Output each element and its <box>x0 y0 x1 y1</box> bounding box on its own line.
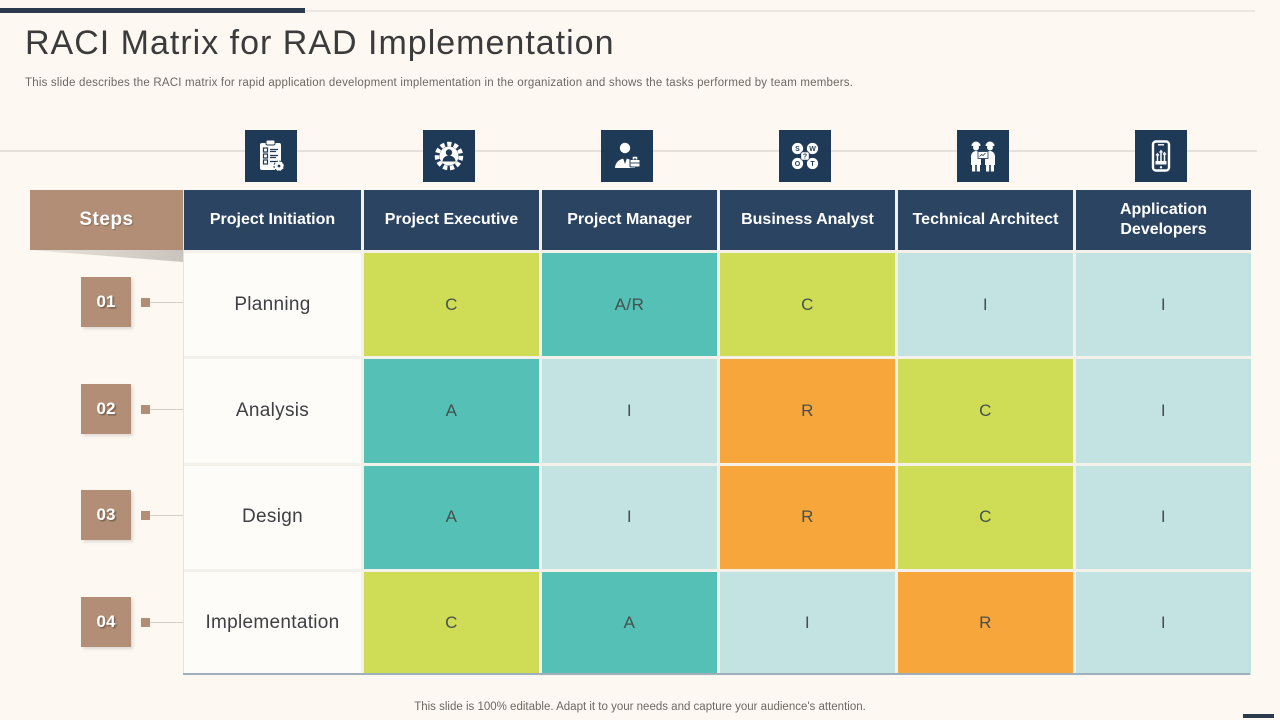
column-header-project-executive: Project Executive <box>364 190 539 250</box>
phase-cell: Design <box>184 465 361 569</box>
corner-mark <box>1243 714 1274 718</box>
raci-cell: I <box>1076 571 1251 675</box>
raci-cell: I <box>1076 359 1251 463</box>
step-badge-02: 02 <box>81 384 131 434</box>
page-title: RACI Matrix for RAD Implementation <box>25 24 615 62</box>
step-connector-dot <box>141 511 150 520</box>
step-connector-dot <box>141 405 150 414</box>
raci-cell: A <box>364 465 539 569</box>
step-badge-03: 03 <box>81 490 131 540</box>
step-connector-line <box>150 409 183 410</box>
clipboard-checklist-icon <box>245 130 297 182</box>
phase-cell: Implementation <box>184 571 361 675</box>
page-subtitle: This slide describes the RACI matrix for… <box>25 77 854 89</box>
raci-matrix-table: Project Initiation Project Executive Pro… <box>183 190 1251 675</box>
raci-cell: C <box>898 465 1073 569</box>
step-connector-line <box>150 622 183 623</box>
step-badge-04: 04 <box>81 597 131 647</box>
raci-cell: C <box>364 571 539 675</box>
steps-header-fold-shadow <box>30 250 183 262</box>
raci-cell: C <box>898 359 1073 463</box>
raci-cell: C <box>364 253 539 357</box>
step-connector-line <box>150 515 183 516</box>
raci-cell: A/R <box>542 253 717 357</box>
top-accent-line <box>305 10 1255 12</box>
raci-cell: A <box>364 359 539 463</box>
manager-icon <box>601 130 653 182</box>
raci-cell: R <box>720 465 895 569</box>
column-header-project-initiation: Project Initiation <box>184 190 361 250</box>
step-connector-dot <box>141 618 150 627</box>
step-connector-dot <box>141 298 150 307</box>
raci-cell: A <box>542 571 717 675</box>
mobile-app-icon <box>1135 130 1187 182</box>
column-header-application-developers: Application Developers <box>1076 190 1251 250</box>
step-badge-01: 01 <box>81 277 131 327</box>
column-header-business-analyst: Business Analyst <box>720 190 895 250</box>
table-bottom-border <box>183 673 1250 675</box>
raci-cell: R <box>898 571 1073 675</box>
raci-cell: C <box>720 253 895 357</box>
svg-text:?: ? <box>803 154 807 161</box>
raci-cell: I <box>542 359 717 463</box>
raci-cell: R <box>720 359 895 463</box>
raci-cell: I <box>1076 253 1251 357</box>
column-header-project-manager: Project Manager <box>542 190 717 250</box>
gear-person-icon <box>423 130 475 182</box>
raci-cell: I <box>542 465 717 569</box>
architects-icon <box>957 130 1009 182</box>
raci-cell: I <box>898 253 1073 357</box>
swot-icon: S W O T ? <box>779 130 831 182</box>
svg-text:S: S <box>795 146 800 153</box>
raci-cell: I <box>1076 465 1251 569</box>
steps-header: Steps <box>30 190 183 250</box>
phase-cell: Planning <box>184 253 361 357</box>
step-connector-line <box>150 302 183 303</box>
svg-text:W: W <box>809 146 816 153</box>
top-accent-bar <box>0 8 305 13</box>
svg-text:O: O <box>795 161 801 168</box>
phase-cell: Analysis <box>184 359 361 463</box>
svg-text:T: T <box>810 161 815 168</box>
footer-note: This slide is 100% editable. Adapt it to… <box>414 701 866 713</box>
column-header-technical-architect: Technical Architect <box>898 190 1073 250</box>
raci-cell: I <box>720 571 895 675</box>
